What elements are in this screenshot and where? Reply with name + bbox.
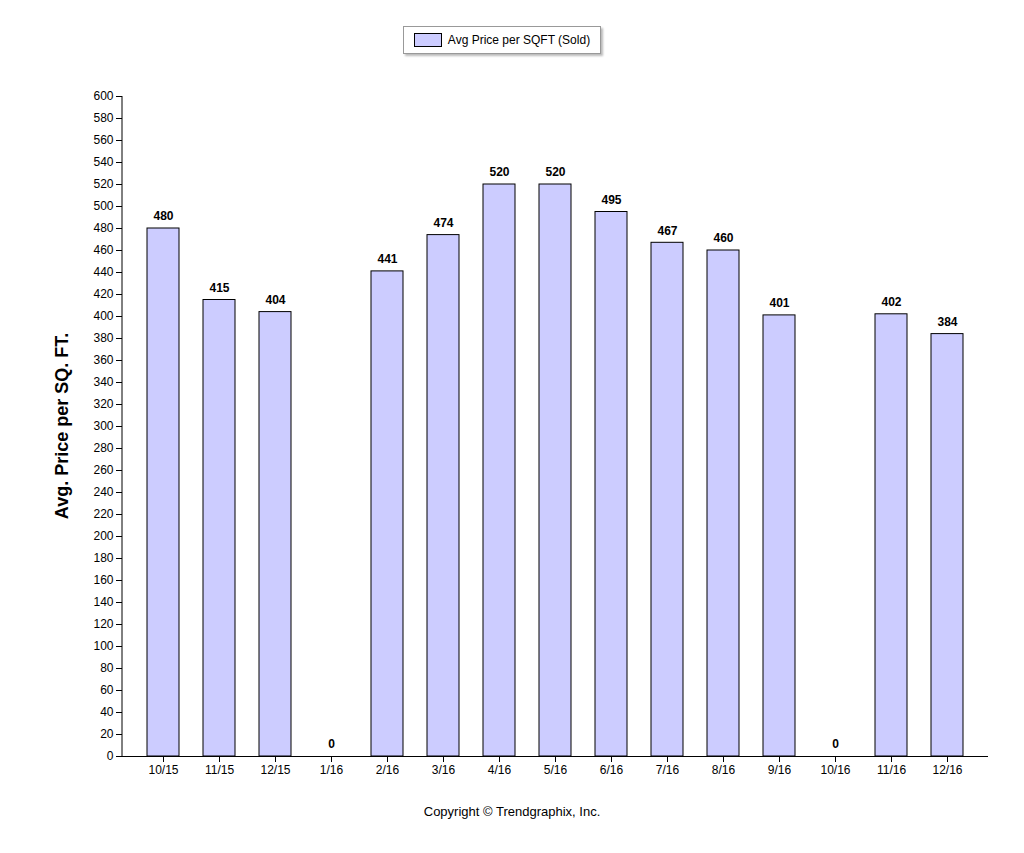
svg-text:495: 495 [601, 193, 621, 207]
svg-text:520: 520 [93, 177, 113, 191]
svg-text:8/16: 8/16 [712, 763, 736, 777]
svg-text:384: 384 [937, 315, 957, 329]
svg-text:460: 460 [93, 243, 113, 257]
svg-text:580: 580 [93, 111, 113, 125]
svg-text:400: 400 [93, 309, 113, 323]
svg-text:300: 300 [93, 419, 113, 433]
html-text:Avg Price per SQFT (Sold): Avg Price per SQFT (Sold) [447, 33, 591, 47]
svg-text:10/16: 10/16 [820, 763, 850, 777]
svg-text:3/16: 3/16 [432, 763, 456, 777]
svg-text:240: 240 [93, 485, 113, 499]
svg-text:441: 441 [377, 252, 397, 266]
svg-text:10/15: 10/15 [148, 763, 178, 777]
svg-text:320: 320 [93, 397, 113, 411]
svg-text:340: 340 [93, 375, 113, 389]
svg-text:480: 480 [153, 209, 173, 223]
svg-text:11/16: 11/16 [877, 763, 906, 777]
svg-text:40: 40 [100, 705, 114, 719]
svg-text:Avg. Price per SQ. FT.: Avg. Price per SQ. FT. [52, 333, 72, 519]
svg-text:440: 440 [93, 265, 113, 279]
svg-text:60: 60 [100, 683, 114, 697]
svg-text:5/16: 5/16 [544, 763, 568, 777]
svg-text:467: 467 [657, 224, 677, 238]
svg-text:180: 180 [93, 551, 113, 565]
svg-text:520: 520 [545, 165, 565, 179]
svg-text:140: 140 [93, 595, 113, 609]
svg-text:600: 600 [93, 89, 113, 103]
svg-text:380: 380 [93, 331, 113, 345]
svg-text:12/16: 12/16 [932, 763, 962, 777]
svg-text:401: 401 [769, 296, 789, 310]
svg-text:80: 80 [100, 661, 114, 675]
svg-text:11/15: 11/15 [205, 763, 234, 777]
svg-text:0: 0 [832, 737, 839, 751]
svg-text:540: 540 [93, 155, 113, 169]
svg-text:4/16: 4/16 [488, 763, 512, 777]
svg-text:100: 100 [93, 639, 113, 653]
svg-text:420: 420 [93, 287, 113, 301]
svg-text:20: 20 [100, 727, 114, 741]
svg-text:404: 404 [265, 293, 285, 307]
svg-text:7/16: 7/16 [656, 763, 680, 777]
svg-text:220: 220 [93, 507, 113, 521]
svg-text:9/16: 9/16 [768, 763, 792, 777]
svg-text:2/16: 2/16 [376, 763, 400, 777]
svg-text:0: 0 [328, 737, 335, 751]
svg-text:360: 360 [93, 353, 113, 367]
svg-text:0: 0 [107, 749, 114, 763]
svg-text:500: 500 [93, 199, 113, 213]
svg-text:12/15: 12/15 [260, 763, 290, 777]
svg-text:560: 560 [93, 133, 113, 147]
svg-text:460: 460 [713, 231, 733, 245]
svg-text:160: 160 [93, 573, 113, 587]
svg-text:200: 200 [93, 529, 113, 543]
svg-text:260: 260 [93, 463, 113, 477]
svg-text:520: 520 [489, 165, 509, 179]
svg-text:6/16: 6/16 [600, 763, 624, 777]
svg-text:120: 120 [93, 617, 113, 631]
html-text:Copyright © Trendgraphix, Inc.: Copyright © Trendgraphix, Inc. [423, 804, 601, 819]
svg-text:474: 474 [433, 216, 453, 230]
svg-text:1/16: 1/16 [320, 763, 344, 777]
svg-text:480: 480 [93, 221, 113, 235]
svg-text:280: 280 [93, 441, 113, 455]
svg-text:415: 415 [209, 281, 229, 295]
svg-text:402: 402 [881, 295, 901, 309]
